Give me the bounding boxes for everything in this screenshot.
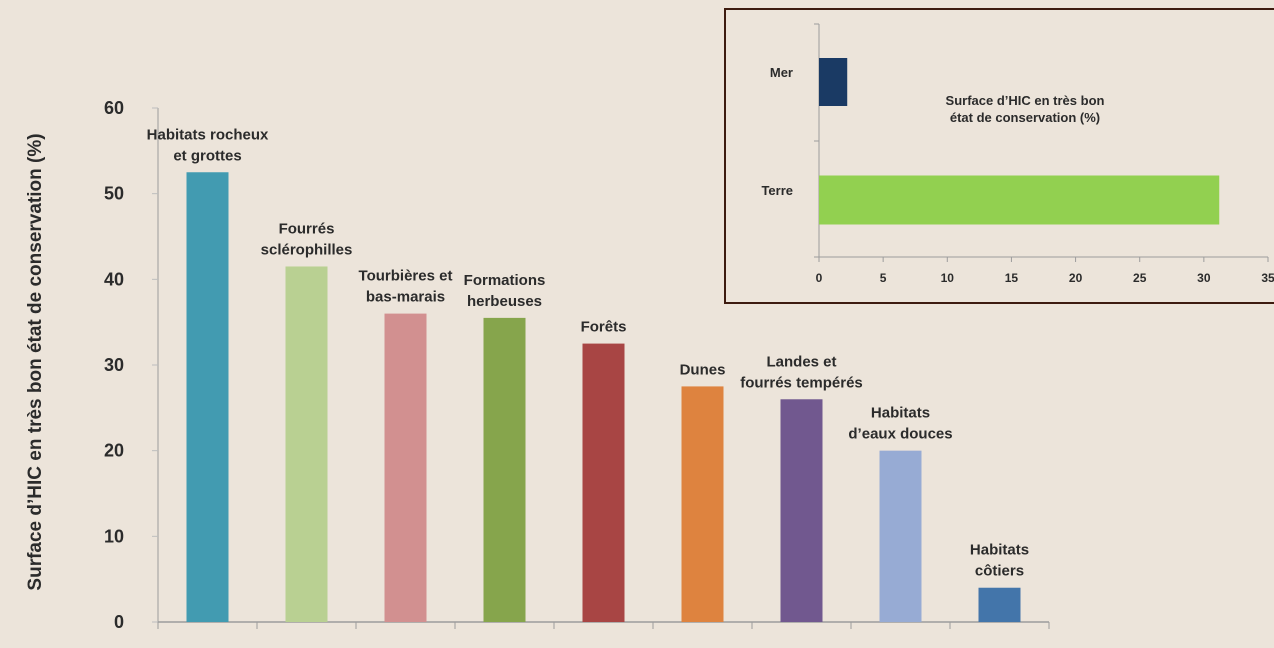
- bar: [978, 587, 1021, 622]
- bar-label: Fourrés sclérophilles: [261, 220, 353, 258]
- y-tick-label: 30: [104, 355, 124, 375]
- inset-x-tick-label: 30: [1197, 271, 1211, 285]
- inset-category-label: Mer: [770, 65, 793, 80]
- bar-label: Landes et fourrés tempérés: [740, 353, 863, 391]
- inset-bar: [819, 175, 1220, 225]
- inset-bar: [819, 58, 848, 106]
- inset-frame: [724, 8, 1274, 304]
- bar-label: Dunes: [680, 361, 726, 378]
- bar-label: Habitats rocheux et grottes: [147, 126, 269, 164]
- bar-label: Habitats côtiers: [970, 542, 1029, 580]
- bar: [681, 386, 724, 622]
- inset-category-label: Terre: [761, 183, 793, 198]
- inset-x-tick-label: 15: [1005, 271, 1019, 285]
- bar: [384, 313, 427, 622]
- y-axis-title: Surface d’HIC en très bon état de conser…: [25, 133, 46, 590]
- inset-title: Surface d’HIC en très bon état de conserv…: [946, 93, 1105, 125]
- bar: [780, 399, 823, 622]
- y-tick-label: 60: [104, 98, 124, 118]
- bar: [285, 266, 328, 622]
- bar: [483, 317, 526, 622]
- y-tick-label: 50: [104, 184, 124, 204]
- y-tick-label: 0: [114, 612, 124, 632]
- bar-label: Habitats d’eaux douces: [848, 405, 952, 443]
- y-tick-label: 40: [104, 269, 124, 289]
- inset-x-tick-label: 0: [816, 271, 823, 285]
- bar-label: Formations herbeuses: [464, 272, 546, 310]
- bar-label: Tourbières et bas-marais: [359, 268, 453, 306]
- bar-label: Forêts: [581, 319, 627, 336]
- inset-x-tick-label: 20: [1069, 271, 1083, 285]
- bar: [879, 450, 922, 622]
- inset-x-tick-label: 25: [1133, 271, 1147, 285]
- inset-x-tick-label: 10: [941, 271, 955, 285]
- y-tick-label: 10: [104, 526, 124, 546]
- inset-x-tick-label: 35: [1261, 271, 1274, 285]
- inset-x-tick-label: 5: [880, 271, 887, 285]
- bar: [186, 172, 229, 622]
- y-tick-label: 20: [104, 441, 124, 461]
- bar: [582, 343, 625, 622]
